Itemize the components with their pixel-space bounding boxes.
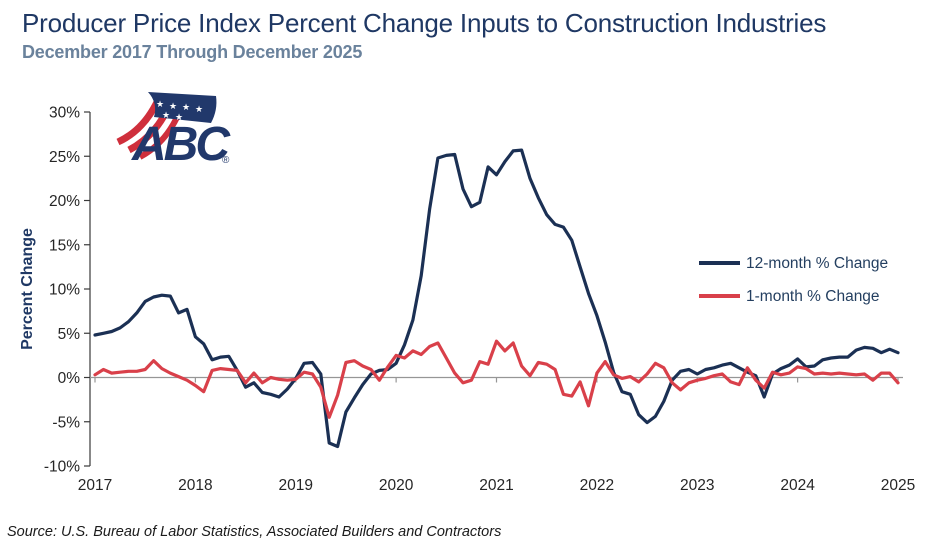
y-tick-label: -5% bbox=[52, 414, 80, 431]
y-tick-label: 30% bbox=[49, 105, 80, 122]
x-tick-label: 2020 bbox=[379, 477, 414, 494]
abc-logo-registered: ® bbox=[222, 155, 230, 166]
x-tick-label: 2019 bbox=[279, 477, 313, 494]
x-tick-label: 2021 bbox=[479, 477, 513, 494]
y-axis: 30% 25% 20% 15% 10% 5% 0% -5% -10% bbox=[44, 105, 91, 476]
series-12-month-line bbox=[93, 148, 900, 449]
abc-logo: ★ ★ ★ ★ ★ ★ ABC ® bbox=[116, 92, 234, 171]
svg-text:★: ★ bbox=[162, 110, 170, 120]
x-axis: 2017 2018 2019 2020 2021 2022 2023 2024 2025 bbox=[78, 376, 915, 494]
svg-text:★: ★ bbox=[169, 101, 177, 111]
y-tick-label: 20% bbox=[49, 193, 80, 210]
x-tick-label: 2018 bbox=[178, 477, 212, 494]
x-tick-label: 2024 bbox=[780, 477, 815, 494]
chart-subtitle: December 2017 Through December 2025 bbox=[22, 42, 363, 62]
legend-label-12-month: 12-month % Change bbox=[746, 255, 888, 272]
y-tick-label: 10% bbox=[49, 282, 80, 299]
y-tick-label: -10% bbox=[44, 459, 80, 476]
abc-flag-icon: ★ ★ ★ ★ ★ ★ bbox=[116, 92, 217, 160]
svg-text:★: ★ bbox=[156, 99, 164, 109]
source-note: Source: U.S. Bureau of Labor Statistics,… bbox=[7, 524, 502, 540]
y-tick-label: 5% bbox=[58, 326, 81, 343]
y-tick-label: 15% bbox=[49, 237, 80, 254]
x-tick-label: 2017 bbox=[78, 477, 112, 494]
y-axis-title: Percent Change bbox=[19, 228, 36, 350]
x-tick-label: 2025 bbox=[881, 477, 915, 494]
series-1-month-line bbox=[93, 339, 900, 419]
x-tick-label: 2023 bbox=[680, 477, 714, 494]
svg-text:★: ★ bbox=[182, 102, 190, 112]
svg-text:★: ★ bbox=[175, 112, 183, 122]
legend: 12-month % Change 1-month % Change bbox=[699, 255, 888, 305]
y-tick-label: 25% bbox=[49, 149, 80, 166]
x-tick-label: 2022 bbox=[580, 477, 614, 494]
svg-text:★: ★ bbox=[195, 104, 203, 114]
abc-logo-text: ABC bbox=[131, 118, 231, 171]
y-tick-label: 0% bbox=[58, 370, 81, 387]
chart-title: Producer Price Index Percent Change Inpu… bbox=[22, 8, 827, 38]
legend-label-1-month: 1-month % Change bbox=[746, 288, 880, 305]
